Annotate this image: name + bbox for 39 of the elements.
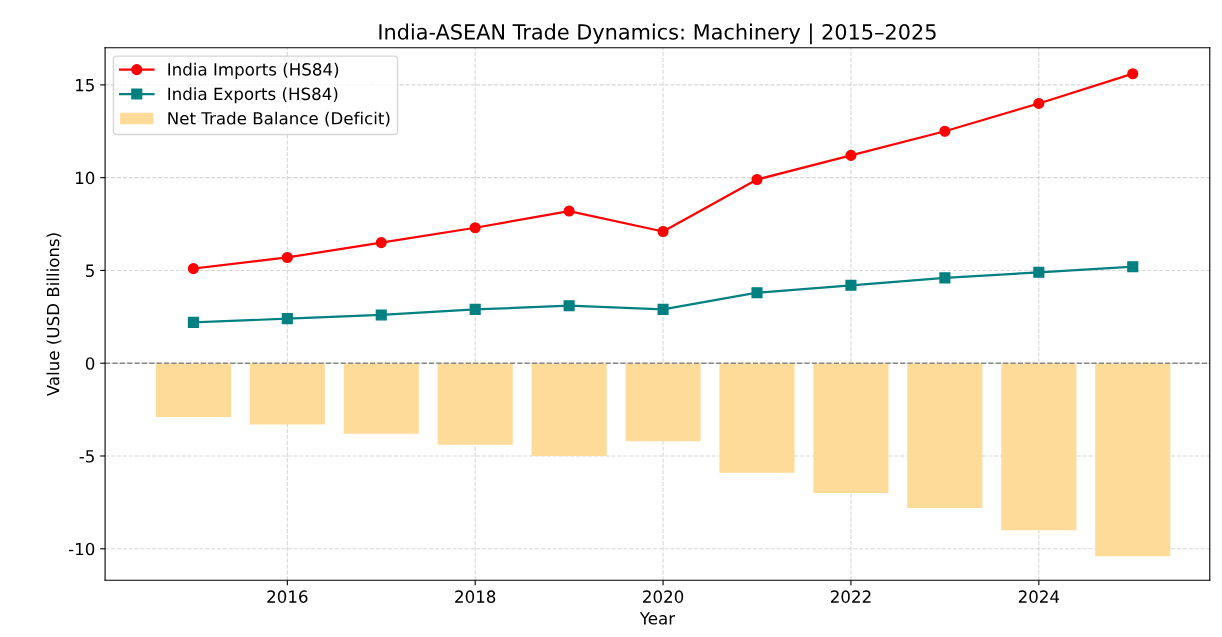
legend-label: India Imports (HS84): [168, 62, 339, 79]
y-tick-label: 15: [75, 79, 94, 92]
x-tick-label: 2024: [1018, 590, 1060, 603]
legend-label: Net Trade Balance (Deficit): [168, 111, 390, 127]
chart-title: India-ASEAN Trade Dynamics: Machinery | 2015–2025: [379, 23, 936, 45]
x-tick-label: 2020: [643, 590, 684, 603]
x-tick-label: 2022: [830, 590, 871, 603]
x-axis-title: Year: [639, 612, 676, 625]
point: [281, 251, 293, 264]
point: [657, 225, 669, 238]
point: [1127, 68, 1139, 80]
y-tick-label: -10: [68, 542, 95, 556]
point: [563, 205, 575, 217]
point: [845, 149, 857, 161]
point: [469, 222, 481, 234]
point: [939, 272, 951, 284]
point: [375, 237, 387, 249]
legend-label: India Exports (HS84): [168, 87, 338, 104]
point: [1033, 97, 1045, 109]
point: [375, 309, 387, 321]
point: [1033, 266, 1045, 278]
y-tick-label: 0: [85, 357, 95, 370]
point: [563, 300, 575, 312]
point: [751, 287, 763, 299]
point: [187, 263, 199, 275]
point: [1127, 261, 1139, 273]
y-tick-label: 5: [86, 264, 94, 278]
point: [281, 313, 293, 325]
point: [845, 279, 857, 291]
x-tick-label: 2018: [455, 590, 496, 603]
point: [751, 173, 763, 186]
y-tick-label: 10: [75, 171, 95, 185]
point: [657, 303, 669, 315]
point: [939, 125, 951, 137]
x-tick-label: 2016: [267, 590, 308, 603]
y-tick-label: -5: [79, 450, 94, 463]
point: [469, 303, 481, 315]
y-axis-title: Value (USD Billions): [46, 233, 62, 397]
point: [187, 316, 199, 328]
